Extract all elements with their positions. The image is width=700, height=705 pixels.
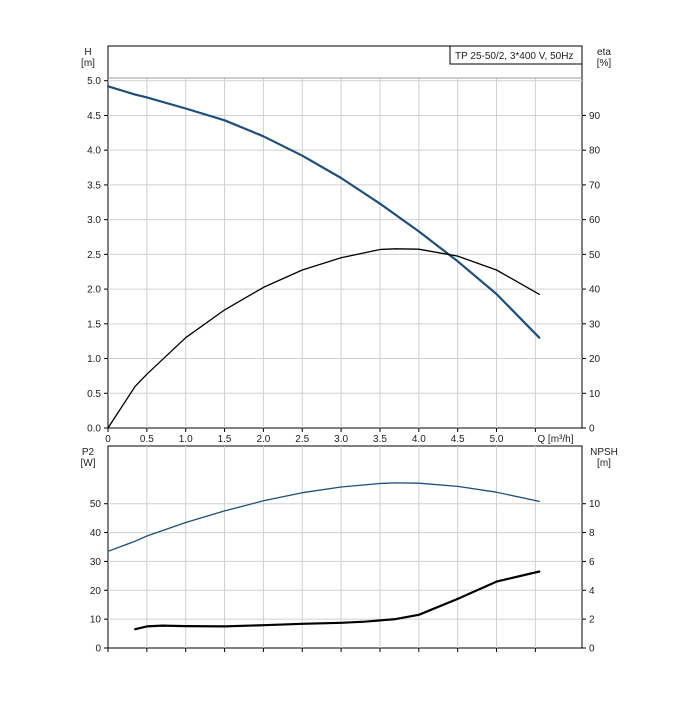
y-left-tick-label: 20 xyxy=(90,586,102,597)
y-left-tick-label: 3.5 xyxy=(87,180,101,191)
y-right-tick-label: 0 xyxy=(589,644,595,655)
y-right-tick-label: 60 xyxy=(589,215,601,226)
title-box-text: TP 25-50/2, 3*400 V, 50Hz xyxy=(455,51,573,62)
x-tick-label: 2.0 xyxy=(256,434,270,445)
x-tick-label: 4.0 xyxy=(412,434,426,445)
y-right-tick-label: 0 xyxy=(589,424,595,435)
x-tick-label: 3.5 xyxy=(373,434,387,445)
x-tick-label: 1.5 xyxy=(218,434,232,445)
y-left-tick-label: 0 xyxy=(95,644,101,655)
plot-frame xyxy=(108,446,582,648)
x-tick-label: 0 xyxy=(105,434,111,445)
y-left-label: P2 xyxy=(82,447,95,458)
title-box: TP 25-50/2, 3*400 V, 50Hz xyxy=(450,46,582,64)
x-tick-label: 4.5 xyxy=(451,434,465,445)
top-panel: 0.0 0.5 1.0 1.5 2.0 2.5 3.0 3.5 4.0 4.5 5.0 0 10 20 30… xyxy=(81,46,611,445)
y-right-tick-label: 8 xyxy=(589,528,595,539)
bottom-panel: 0 10 20 30 40 50 0 2 4 6 8 10 P2[W] NPSH[m] xyxy=(81,446,618,655)
y-left-tick-label: 2.5 xyxy=(87,250,101,261)
y-right-tick-label: 10 xyxy=(589,389,601,400)
y-left-tick-label: 1.0 xyxy=(87,354,101,365)
y-left-tick-label: 4.0 xyxy=(87,146,101,157)
y-right-tick-label: 6 xyxy=(589,557,595,568)
y-left-unit: [W] xyxy=(81,458,96,469)
y-left-tick-label: 1.5 xyxy=(87,319,101,330)
y-right-unit: [m] xyxy=(597,458,611,469)
y-right-tick-label: 50 xyxy=(589,250,601,261)
x-tick-label: 0.5 xyxy=(140,434,154,445)
y-right-tick-label: 70 xyxy=(589,180,601,191)
y-left-tick-label: 30 xyxy=(90,557,102,568)
y-right-label: eta xyxy=(597,47,611,58)
y-right-tick-label: 90 xyxy=(589,111,601,122)
x-tick-label: 3.0 xyxy=(334,434,348,445)
y-right-tick-label: 40 xyxy=(589,285,601,296)
x-axis-label: Q [m³/h] xyxy=(537,434,573,445)
y-left-tick-label: 3.0 xyxy=(87,215,101,226)
y-right-tick-label: 30 xyxy=(589,319,601,330)
y-right-tick-label: 20 xyxy=(589,354,601,365)
x-tick-label: 5.0 xyxy=(490,434,504,445)
y-left-tick-label: 5.0 xyxy=(87,76,101,87)
y-right-tick-label: 2 xyxy=(589,615,595,626)
y-left-tick-label: 10 xyxy=(90,615,102,626)
y-right-tick-label: 80 xyxy=(589,146,601,157)
y-right-label: NPSH xyxy=(590,447,618,458)
y-left-tick-label: 50 xyxy=(90,499,102,510)
plot-frame xyxy=(108,46,582,428)
y-left-tick-label: 0.5 xyxy=(87,389,101,400)
y-right-unit: [%] xyxy=(597,58,612,69)
y-left-tick-label: 4.5 xyxy=(87,111,101,122)
y-left-label: H xyxy=(84,47,91,58)
y-right-tick-label: 4 xyxy=(589,586,595,597)
y-left-unit: [m] xyxy=(81,58,95,69)
y-left-tick-label: 40 xyxy=(90,528,102,539)
y-right-tick-label: 10 xyxy=(589,499,601,510)
y-left-tick-label: 0.0 xyxy=(87,424,101,435)
x-tick-label: 1.0 xyxy=(179,434,193,445)
y-left-tick-label: 2.0 xyxy=(87,285,101,296)
x-tick-label: 2.5 xyxy=(295,434,309,445)
